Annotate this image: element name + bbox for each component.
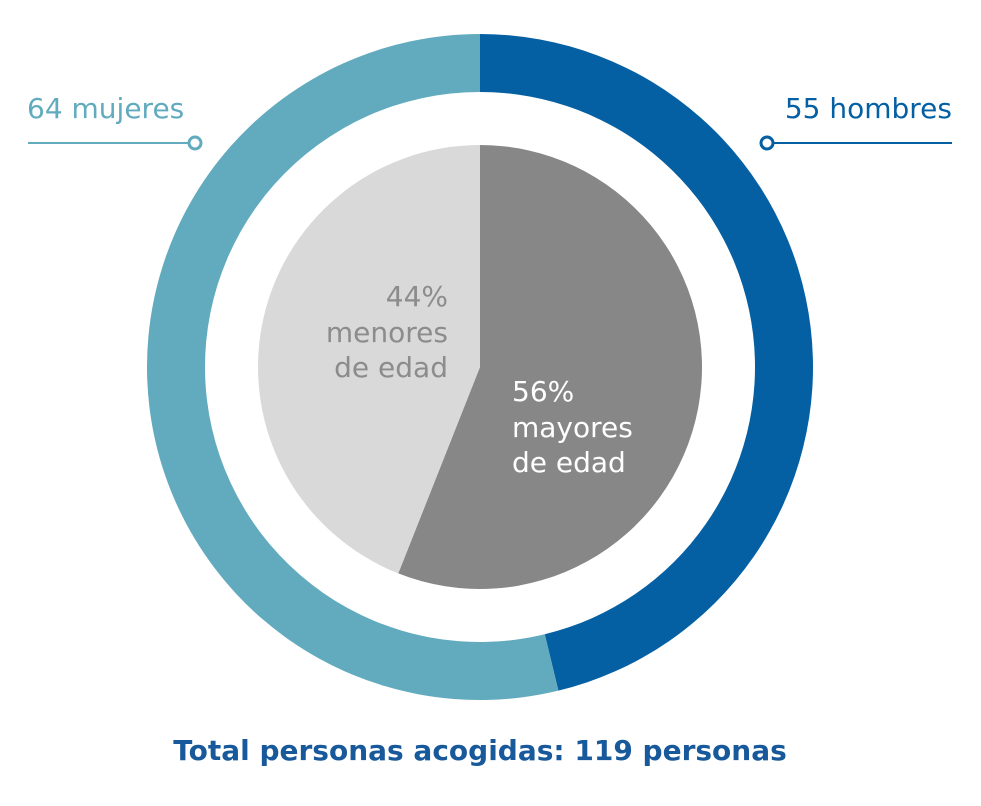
- leader-dot: [759, 135, 775, 151]
- value-label: 44%: [386, 280, 448, 313]
- category-line: de edad: [512, 446, 626, 479]
- category-line: de edad: [334, 351, 448, 384]
- slice: [480, 34, 814, 691]
- slice: [147, 34, 559, 700]
- chart-title: Total personas acogidas: 119 personas: [173, 734, 787, 767]
- category-label: menores de edad: [326, 316, 448, 384]
- leader-dot: [187, 135, 203, 151]
- category-line: menores: [326, 316, 448, 349]
- category-label: mayores de edad: [512, 411, 633, 479]
- value-label: 56%: [512, 375, 574, 408]
- value-label: 55 hombres: [785, 92, 952, 125]
- category-line: mayores: [512, 411, 633, 444]
- slice: [398, 145, 702, 590]
- value-label: 64 mujeres: [27, 92, 184, 125]
- slice: [257, 145, 480, 574]
